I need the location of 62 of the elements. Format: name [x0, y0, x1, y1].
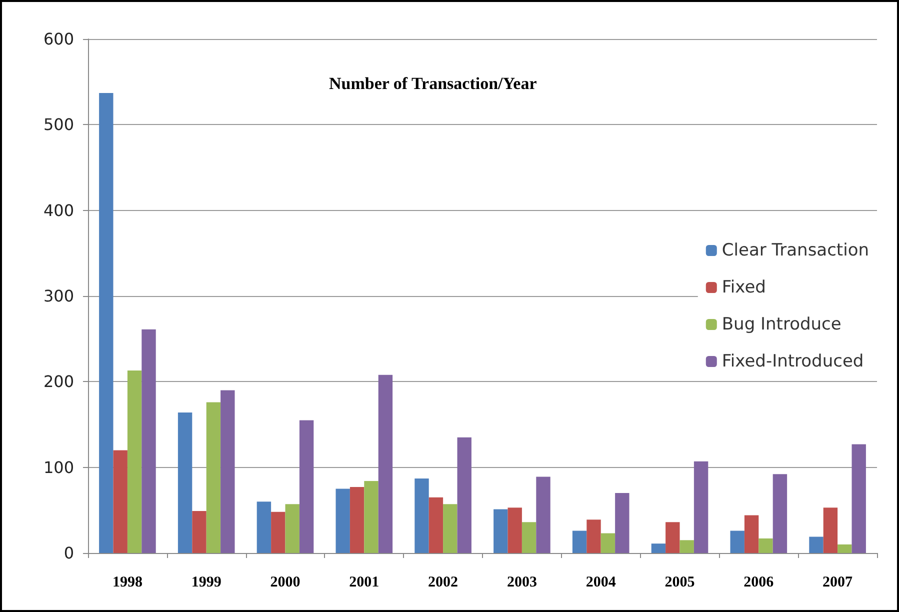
x-tick-label: 2002: [428, 574, 458, 590]
bar: [364, 481, 378, 553]
y-tick-label: 300: [43, 286, 74, 306]
bar: [428, 497, 444, 553]
bar: [508, 508, 522, 553]
x-tick-label: 2000: [270, 574, 300, 590]
y-tick-label: 200: [43, 372, 74, 392]
x-tick-label: 2001: [349, 574, 380, 590]
bar: [823, 508, 838, 553]
y-tick-label: 500: [43, 115, 74, 134]
bar: [299, 420, 314, 553]
bar: [838, 544, 852, 553]
bar: [457, 437, 472, 553]
bar: [285, 504, 300, 553]
bar: [758, 538, 773, 553]
bar: [256, 502, 272, 553]
bar: [572, 530, 587, 553]
y-tick-label: 0: [64, 544, 74, 562]
x-tick-label: 2003: [506, 574, 537, 590]
bar: [350, 487, 364, 553]
bar: [852, 444, 866, 553]
bar: [744, 515, 759, 553]
text: Number of Transaction/Year: [329, 74, 538, 93]
bar: [651, 544, 666, 553]
bar: [127, 370, 142, 553]
bar: [809, 536, 824, 553]
bar: [680, 540, 694, 553]
bar: [615, 493, 630, 553]
bar: [271, 512, 286, 553]
bar: [494, 509, 508, 553]
bar: [600, 533, 616, 553]
x-tick-label: 2006: [744, 574, 774, 590]
bar: [178, 412, 192, 553]
legend-label: Bug Introduce: [722, 314, 842, 334]
bar: [522, 522, 536, 553]
y-tick-label: 100: [43, 458, 74, 477]
x-tick-label: 2004: [586, 574, 616, 590]
bar: [192, 511, 206, 553]
bar: [536, 476, 550, 553]
bar: [694, 461, 708, 553]
y-tick-label: 400: [43, 200, 74, 220]
bar: [772, 474, 788, 553]
legend-label: Clear Transaction: [722, 240, 870, 260]
x-tick-label: 2007: [822, 574, 854, 590]
legend-label: Fixed: [722, 278, 766, 298]
bar: [730, 530, 744, 553]
x-tick-label: 1998: [112, 574, 142, 590]
x-tick-label: 1999: [191, 574, 222, 590]
x-tick-label: 2005: [664, 574, 695, 590]
bar: [586, 520, 601, 553]
bar: [414, 478, 429, 553]
bar: [666, 522, 680, 553]
bar: [99, 92, 114, 553]
bar: [220, 390, 235, 553]
bar: [113, 450, 128, 553]
legend-label: Fixed-Introduced: [722, 352, 864, 372]
bar: [142, 329, 156, 553]
bar: [378, 374, 393, 553]
bar: [443, 504, 458, 553]
bar: [336, 488, 350, 553]
bar: [206, 402, 221, 553]
y-tick-label: 600: [43, 30, 74, 48]
